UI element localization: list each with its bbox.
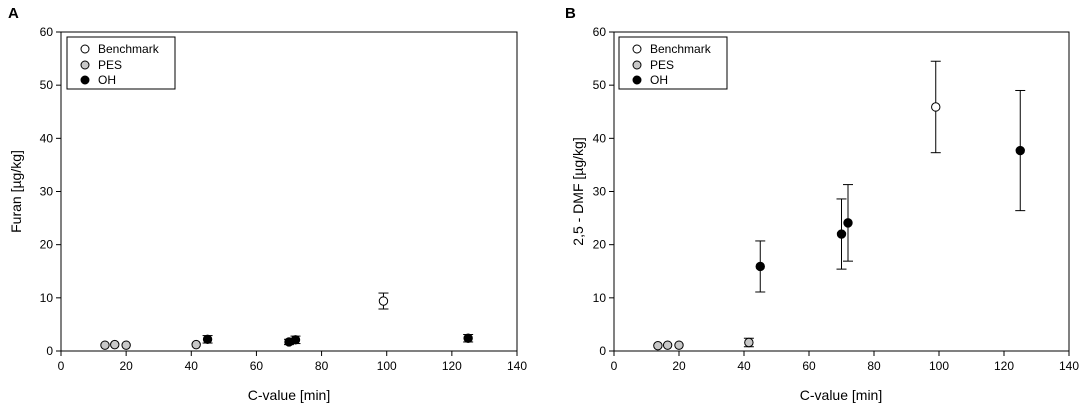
panel-a-point-pes-3 bbox=[191, 339, 201, 350]
panel-a-x-tick-label-0: 0 bbox=[58, 359, 65, 373]
panel-b-y-tick-label-0: 0 bbox=[599, 344, 606, 358]
panel-a-point-pes-0 bbox=[100, 340, 110, 350]
panel-b-y-axis-title: 2,5 - DMF [µg/kg] bbox=[570, 137, 586, 245]
panel-a-y-tick-label-30: 30 bbox=[40, 185, 54, 199]
panel-b-y-tick-label-30: 30 bbox=[593, 185, 607, 199]
panel-b-point-pes-3 bbox=[744, 337, 754, 348]
panel-a-legend-marker-oh bbox=[80, 75, 90, 85]
panel-a-x-tick-label-140: 140 bbox=[507, 359, 527, 373]
panel-a-y-tick-label-60: 60 bbox=[40, 25, 54, 39]
panel-a-x-tick-label-40: 40 bbox=[185, 359, 199, 373]
panel-b-legend-label-pes: PES bbox=[650, 58, 674, 72]
panel-b-point-oh-0 bbox=[755, 261, 765, 272]
panel-a-x-tick-label-60: 60 bbox=[250, 359, 264, 373]
panel-b-x-tick-label-100: 100 bbox=[929, 359, 949, 373]
panel-a-y-tick-label-0: 0 bbox=[46, 344, 53, 358]
panel-a: A C-value [min] Furan [µg/kg] 0 20 40 60 80 1… bbox=[8, 5, 527, 403]
panel-a-legend-label-benchmark: Benchmark bbox=[98, 42, 160, 56]
panel-b-x-tick-label-120: 120 bbox=[994, 359, 1014, 373]
panel-a-point-benchmark-0 bbox=[378, 296, 389, 306]
panel-a-legend-marker-benchmark bbox=[80, 44, 90, 54]
panel-a-x-tick-label-100: 100 bbox=[377, 359, 397, 373]
panel-b: B C-value [min] 2,5 - DMF [µg/kg] 0 20 40 6… bbox=[565, 5, 1079, 403]
panel-a-y-tick-label-20: 20 bbox=[40, 238, 54, 252]
panel-b-x-tick-label-0: 0 bbox=[611, 359, 618, 373]
panel-b-x-tick-label-60: 60 bbox=[802, 359, 816, 373]
panel-b-x-tick-label-80: 80 bbox=[867, 359, 881, 373]
panel-b-legend-marker-benchmark bbox=[632, 44, 642, 54]
panel-b-point-pes-2 bbox=[674, 340, 684, 350]
panel-b-x-tick-label-40: 40 bbox=[737, 359, 751, 373]
panel-b-legend-label-oh: OH bbox=[650, 73, 668, 87]
panel-b-point-oh-2 bbox=[843, 218, 853, 228]
panel-a-legend-label-pes: PES bbox=[98, 58, 122, 72]
panel-a-point-oh-2 bbox=[290, 335, 301, 345]
panel-b-y-tick-label-40: 40 bbox=[593, 131, 607, 145]
panel-a-y-tick-label-50: 50 bbox=[40, 78, 54, 92]
panel-b-marks bbox=[653, 60, 1026, 351]
panel-a-legend-label-oh: OH bbox=[98, 73, 116, 87]
panel-b-point-pes-0 bbox=[653, 340, 663, 351]
panel-a-y-tick-label-10: 10 bbox=[40, 291, 54, 305]
panel-a-marks bbox=[100, 292, 474, 350]
panel-b-x-axis-title: C-value [min] bbox=[800, 387, 882, 403]
panel-a-y-tick-label-40: 40 bbox=[40, 131, 54, 145]
panel-b-x-tick-label-20: 20 bbox=[672, 359, 686, 373]
panel-b-legend: Benchmark PES OH bbox=[618, 36, 728, 90]
panel-a-legend: Benchmark PES OH bbox=[66, 36, 176, 90]
panel-b-y-tick-label-10: 10 bbox=[593, 291, 607, 305]
panel-b-legend-marker-pes bbox=[632, 60, 642, 70]
panel-a-point-pes-2 bbox=[121, 340, 131, 350]
panel-a-letter: A bbox=[8, 5, 19, 22]
panel-a-point-pes-1 bbox=[110, 339, 120, 350]
panel-b-y-tick-label-50: 50 bbox=[593, 78, 607, 92]
panel-a-point-oh-3 bbox=[463, 333, 473, 343]
panel-a-ticks: 0 20 40 60 80 100 120 140 0 10 20 30 40 50 60 bbox=[40, 25, 528, 373]
panel-a-y-axis-title: Furan [µg/kg] bbox=[8, 150, 24, 233]
panel-b-point-oh-1 bbox=[836, 229, 847, 239]
panel-b-legend-label-benchmark: Benchmark bbox=[650, 42, 712, 56]
panel-a-x-tick-label-20: 20 bbox=[119, 359, 133, 373]
panel-b-point-oh-3 bbox=[1015, 145, 1025, 156]
panel-b-point-benchmark-0 bbox=[931, 102, 941, 112]
panel-b-y-tick-label-60: 60 bbox=[593, 25, 607, 39]
panel-a-point-oh-0 bbox=[202, 334, 213, 345]
panel-b-point-pes-1 bbox=[662, 340, 673, 350]
panel-a-legend-marker-pes bbox=[80, 60, 90, 70]
panel-b-ticks: 0 20 40 60 80 100 120 140 0 10 20 30 40 50 60 bbox=[593, 25, 1080, 373]
panel-a-x-axis-title: C-value [min] bbox=[248, 387, 330, 403]
panel-a-x-tick-label-80: 80 bbox=[315, 359, 329, 373]
panel-b-x-tick-label-140: 140 bbox=[1059, 359, 1079, 373]
panel-b-letter: B bbox=[565, 5, 576, 22]
panel-a-x-tick-label-120: 120 bbox=[442, 359, 462, 373]
panel-b-legend-marker-oh bbox=[632, 75, 642, 85]
panel-b-y-tick-label-20: 20 bbox=[593, 238, 607, 252]
